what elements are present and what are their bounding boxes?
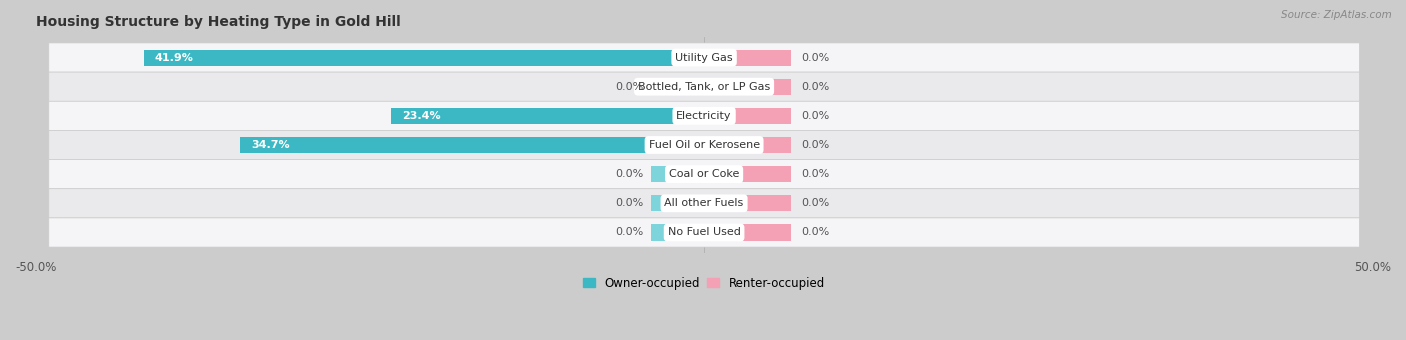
Bar: [143, 50, 704, 66]
FancyBboxPatch shape: [49, 101, 1360, 131]
Bar: [240, 137, 704, 153]
Text: Coal or Coke: Coal or Coke: [669, 169, 740, 179]
FancyBboxPatch shape: [49, 189, 1360, 218]
Text: 0.0%: 0.0%: [801, 82, 830, 92]
Text: 0.0%: 0.0%: [801, 52, 830, 63]
Text: Housing Structure by Heating Type in Gold Hill: Housing Structure by Heating Type in Gol…: [35, 15, 401, 29]
Bar: [704, 137, 792, 153]
Bar: [651, 79, 704, 95]
Text: 0.0%: 0.0%: [801, 140, 830, 150]
Bar: [704, 166, 792, 182]
Bar: [704, 79, 792, 95]
Text: 0.0%: 0.0%: [616, 198, 644, 208]
Text: 0.0%: 0.0%: [801, 169, 830, 179]
Text: 0.0%: 0.0%: [616, 82, 644, 92]
Text: 0.0%: 0.0%: [616, 169, 644, 179]
Text: No Fuel Used: No Fuel Used: [668, 227, 741, 238]
Bar: [704, 224, 792, 240]
Bar: [651, 224, 704, 240]
Bar: [651, 166, 704, 182]
FancyBboxPatch shape: [49, 159, 1360, 189]
Text: Bottled, Tank, or LP Gas: Bottled, Tank, or LP Gas: [638, 82, 770, 92]
Text: 0.0%: 0.0%: [801, 111, 830, 121]
Text: 41.9%: 41.9%: [155, 52, 194, 63]
Text: Utility Gas: Utility Gas: [675, 52, 733, 63]
Text: All other Fuels: All other Fuels: [665, 198, 744, 208]
FancyBboxPatch shape: [49, 131, 1360, 159]
Text: 34.7%: 34.7%: [250, 140, 290, 150]
Legend: Owner-occupied, Renter-occupied: Owner-occupied, Renter-occupied: [579, 272, 830, 294]
Text: 0.0%: 0.0%: [801, 198, 830, 208]
FancyBboxPatch shape: [49, 43, 1360, 72]
Text: Electricity: Electricity: [676, 111, 733, 121]
Text: 23.4%: 23.4%: [402, 111, 440, 121]
Text: 0.0%: 0.0%: [801, 227, 830, 238]
Bar: [704, 195, 792, 211]
FancyBboxPatch shape: [49, 72, 1360, 101]
Bar: [704, 50, 792, 66]
Bar: [391, 108, 704, 124]
Bar: [704, 108, 792, 124]
Text: 0.0%: 0.0%: [616, 227, 644, 238]
Text: Fuel Oil or Kerosene: Fuel Oil or Kerosene: [648, 140, 759, 150]
Bar: [651, 195, 704, 211]
FancyBboxPatch shape: [49, 218, 1360, 247]
Text: Source: ZipAtlas.com: Source: ZipAtlas.com: [1281, 10, 1392, 20]
